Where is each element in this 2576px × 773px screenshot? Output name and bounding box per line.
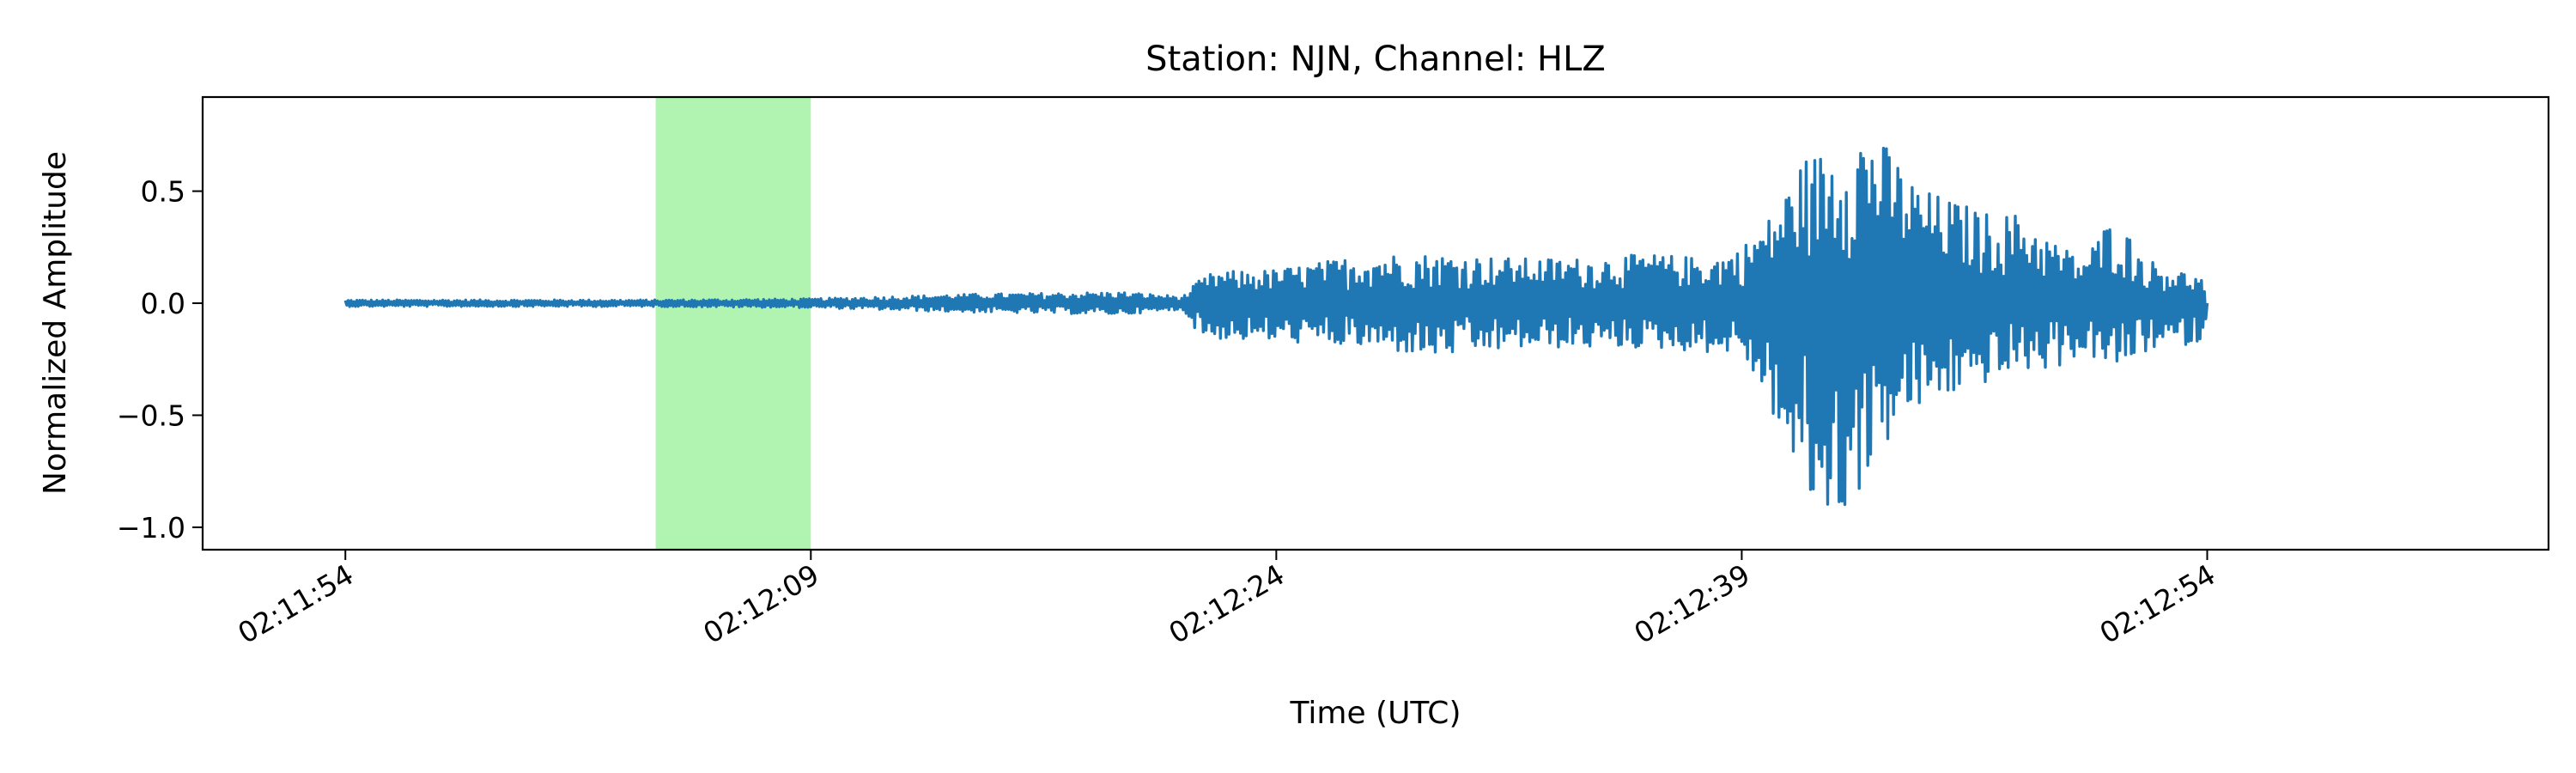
y-tick-label: −1.0 bbox=[117, 511, 185, 545]
y-tick-label: 0.5 bbox=[141, 175, 185, 209]
chart-title: Station: NJN, Channel: HLZ bbox=[1145, 40, 1606, 79]
y-tick-label: −0.5 bbox=[117, 399, 185, 432]
plot-area bbox=[201, 95, 2550, 551]
y-tick-label: 0.0 bbox=[141, 287, 185, 320]
y-axis: 0.5 0.0 −0.5 −1.0 bbox=[117, 175, 203, 545]
highlight-window bbox=[655, 97, 811, 550]
waveform-line bbox=[343, 146, 2209, 507]
axes-frame bbox=[201, 95, 2550, 551]
y-axis-label: Normalized Amplitude bbox=[38, 151, 73, 495]
x-axis-label: Time (UTC) bbox=[1289, 696, 1461, 731]
